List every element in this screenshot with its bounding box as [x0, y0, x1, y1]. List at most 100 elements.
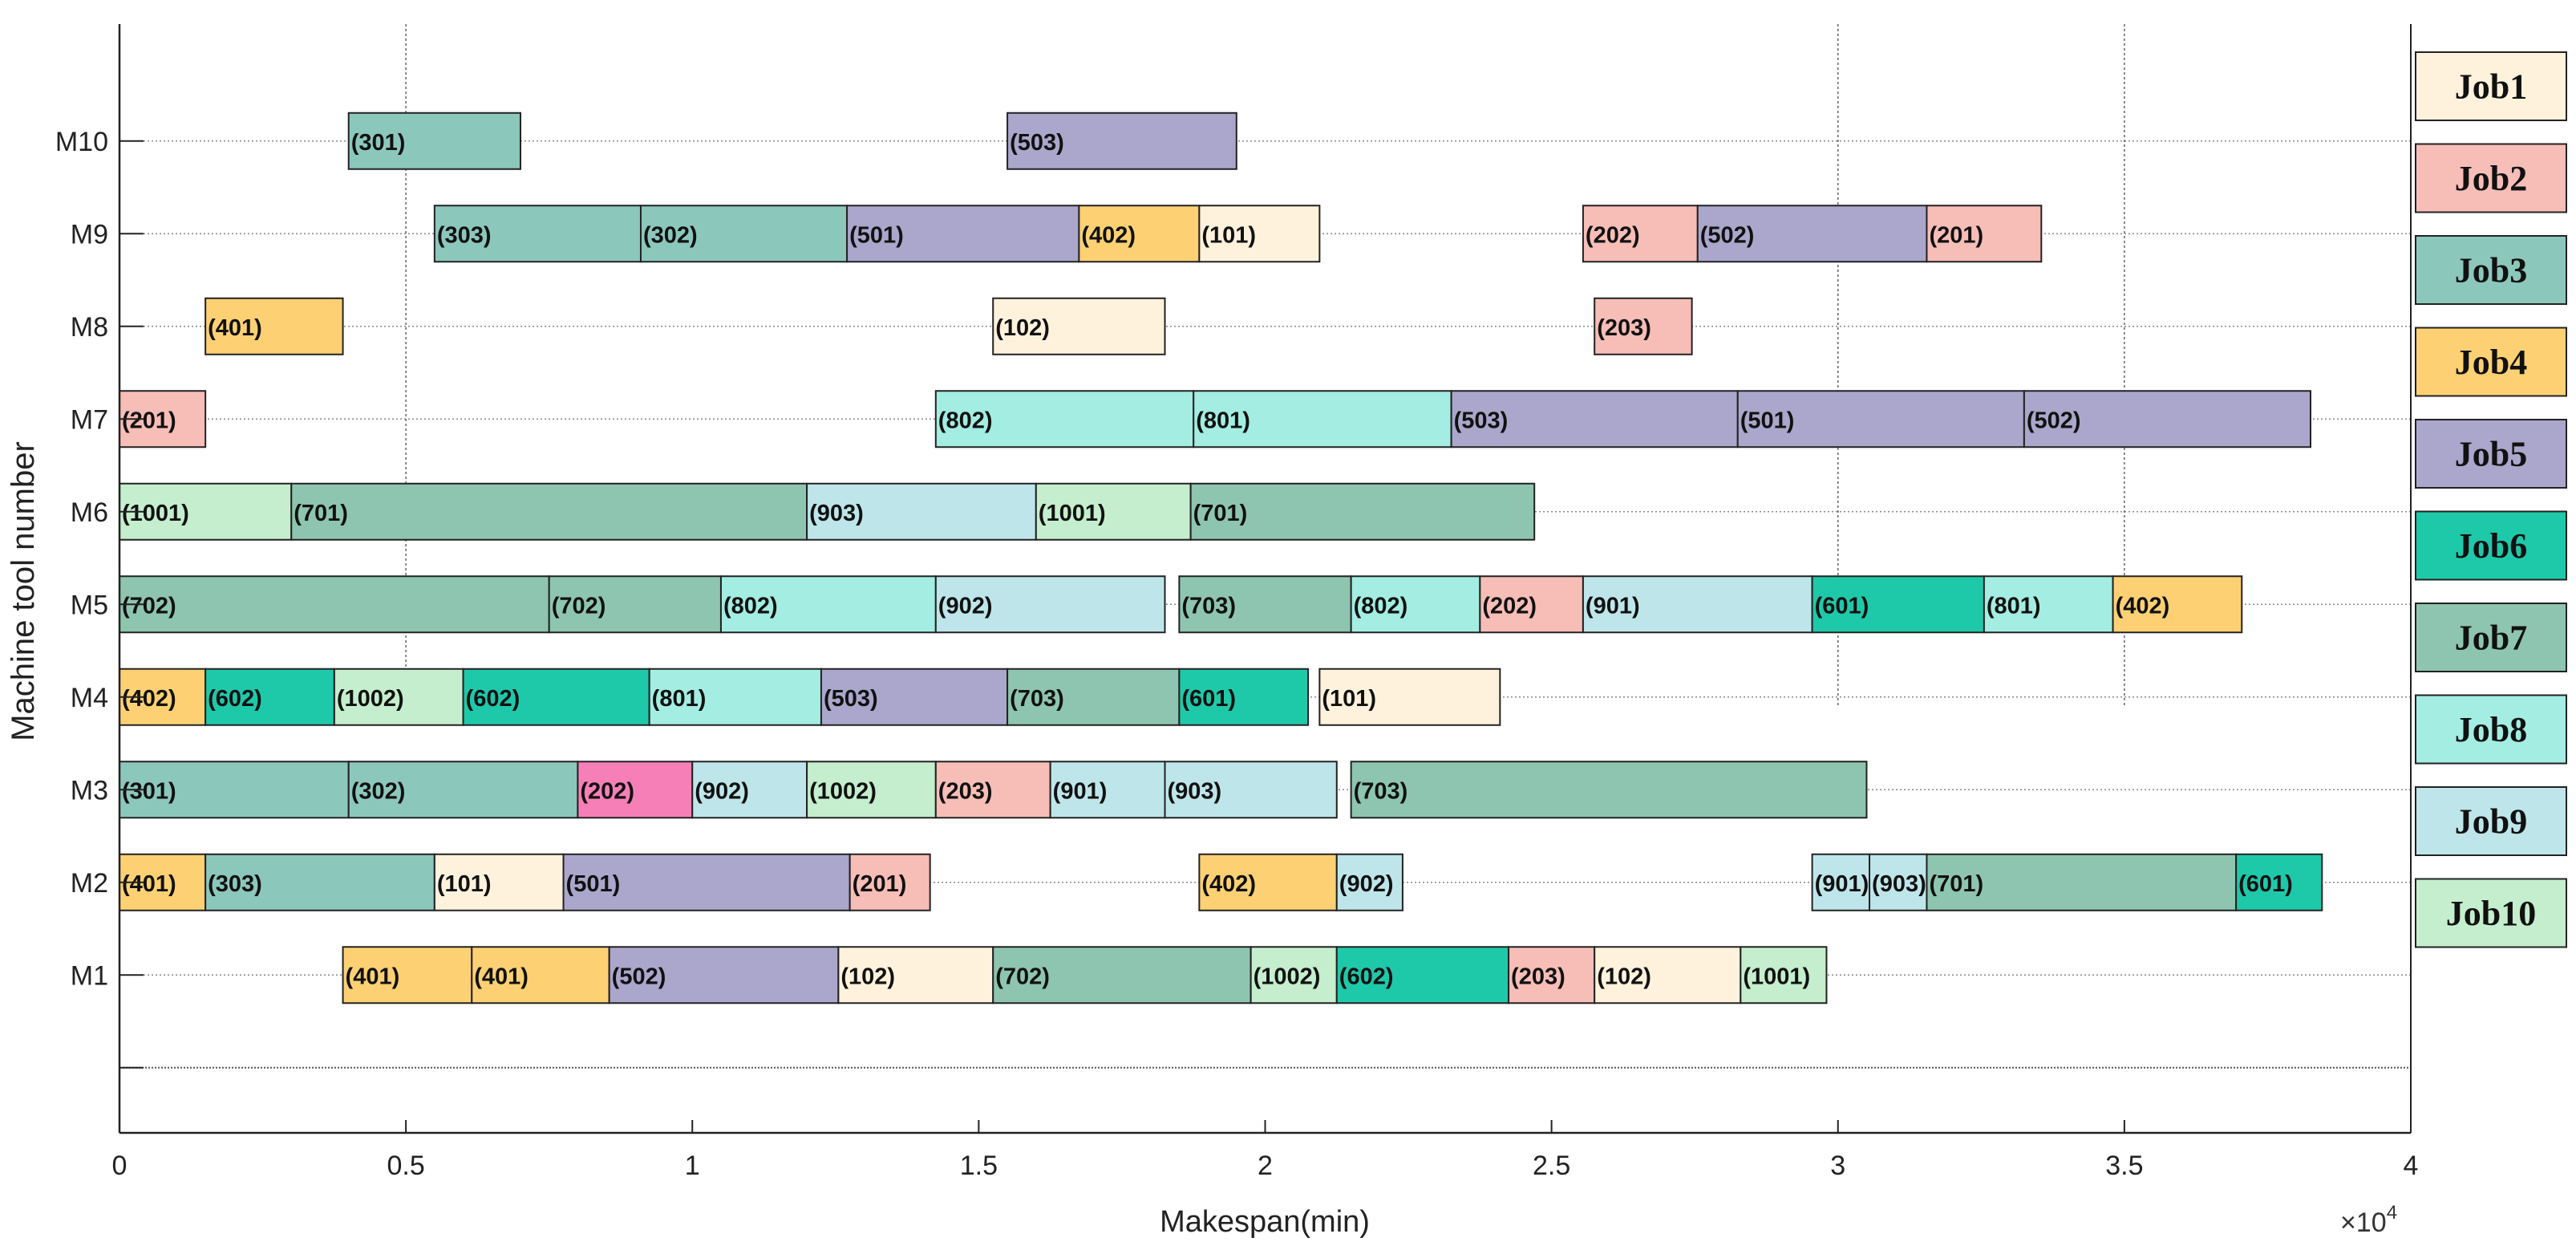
y-tick-label-m6: M6 [71, 497, 108, 528]
task-label: (502) [612, 964, 666, 989]
task-bar-m2 [1926, 853, 2238, 911]
task-bar-m3 [577, 761, 694, 819]
task-bar-m1 [837, 946, 994, 1004]
task-label: (1001) [1039, 501, 1106, 526]
task-bar-m5 [1983, 575, 2114, 634]
x-tick-label: 0 [112, 1151, 128, 1181]
legend-swatch-job7 [2415, 603, 2567, 672]
y-tick-label-m1: M1 [71, 960, 108, 991]
task-label: (1001) [1743, 964, 1810, 989]
legend-label-job5: Job5 [2455, 435, 2527, 474]
task-label: (402) [122, 686, 176, 712]
task-label: (502) [2027, 408, 2081, 433]
task-label: (802) [723, 593, 778, 619]
y-tick-label-m4: M4 [71, 683, 108, 713]
task-label: (503) [1010, 130, 1064, 156]
task-label: (601) [1181, 686, 1236, 712]
legend-label-job8: Job8 [2455, 710, 2527, 749]
task-bar-m4 [820, 668, 1009, 726]
task-bar-m4 [205, 668, 335, 726]
task-label: (701) [294, 501, 348, 526]
task-label: (601) [1815, 593, 1869, 619]
task-bar-m6 [290, 482, 808, 541]
legend-swatch-job10 [2415, 878, 2567, 948]
task-label: (703) [1354, 778, 1408, 804]
task-label: (901) [1586, 593, 1640, 619]
task-label: (602) [466, 686, 520, 712]
task-label: (602) [208, 686, 262, 712]
x-axis-exponent-power: 4 [2387, 1202, 2397, 1224]
task-bar-m2 [1335, 853, 1403, 911]
legend-swatch-job5 [2415, 419, 2567, 489]
legend-label-job6: Job6 [2455, 526, 2527, 566]
task-bar-m1 [608, 946, 840, 1004]
task-label: (402) [2116, 593, 2170, 619]
task-bar-m5 [2112, 575, 2243, 634]
task-bar-m2 [1869, 853, 1928, 911]
task-label: (601) [2238, 871, 2293, 897]
task-bar-m9 [1582, 205, 1699, 263]
task-bar-m1 [1335, 946, 1510, 1004]
task-bar-m2 [205, 853, 435, 911]
task-label: (902) [695, 778, 749, 804]
task-bar-m9 [433, 205, 642, 263]
task-label: (102) [995, 315, 1050, 341]
task-label: (203) [1511, 964, 1565, 989]
x-axis-exponent-base: ×10 [2340, 1207, 2387, 1238]
task-label: (602) [1339, 964, 1394, 989]
task-label: (202) [1586, 222, 1640, 248]
task-bar-m7 [1193, 390, 1452, 448]
task-bar-m9 [639, 205, 849, 263]
task-bar-m8 [1594, 297, 1693, 355]
task-label: (402) [1201, 871, 1256, 897]
x-tick-label: 1.5 [960, 1151, 998, 1181]
task-label: (101) [437, 871, 492, 897]
task-bar-m8 [992, 297, 1166, 355]
task-label: (503) [824, 686, 878, 712]
task-label: (901) [1053, 778, 1108, 804]
task-bar-m8 [205, 297, 344, 355]
task-label: (202) [1482, 593, 1537, 619]
x-axis-label: Makespan(min) [1160, 1205, 1370, 1239]
task-bar-m6 [806, 482, 1037, 541]
legend-label-job4: Job4 [2455, 343, 2527, 382]
task-bar-m2 [433, 853, 565, 911]
task-label: (401) [474, 964, 529, 989]
y-tick-label-m9: M9 [71, 219, 108, 250]
x-tick-label: 4 [2404, 1151, 2419, 1181]
task-label: (203) [1597, 315, 1651, 341]
task-bar-m3 [691, 761, 808, 819]
task-label: (202) [580, 778, 634, 804]
task-bar-m10 [1007, 112, 1237, 170]
task-label: (201) [1929, 222, 1983, 248]
task-label: (402) [1081, 222, 1136, 248]
legend-swatch-job3 [2415, 235, 2567, 305]
task-bar-m5 [719, 575, 937, 634]
task-label: (1001) [122, 501, 189, 526]
task-label: (702) [995, 964, 1050, 989]
task-bar-m1 [992, 946, 1252, 1004]
x-tick-label: 2.5 [1533, 1151, 1570, 1181]
task-bar-m7 [2023, 390, 2312, 448]
task-label: (903) [1872, 871, 1926, 897]
legend: Job1 Job2 Job3 Job4 Job5 Job6 Job7 Job8 Job9 Job1… [2415, 51, 2567, 948]
x-tick-label: 3.5 [2105, 1151, 2143, 1181]
task-label: (401) [208, 315, 262, 341]
legend-label-job9: Job9 [2455, 802, 2527, 842]
task-label: (801) [652, 686, 707, 712]
task-label: (502) [1700, 222, 1755, 248]
task-label: (802) [1354, 593, 1408, 619]
task-label: (1002) [337, 686, 404, 712]
task-bar-m1 [342, 946, 473, 1004]
x-tick-label: 2 [1258, 1151, 1273, 1181]
task-label: (303) [437, 222, 492, 248]
task-bar-m9 [846, 205, 1080, 263]
task-bar-m9 [1078, 205, 1201, 263]
task-label: (501) [849, 222, 904, 248]
task-bar-m7 [1736, 390, 2025, 448]
task-label: (302) [351, 778, 406, 804]
task-label: (101) [1201, 222, 1256, 248]
x-axis-exponent-label: ×104 [2340, 1202, 2397, 1238]
